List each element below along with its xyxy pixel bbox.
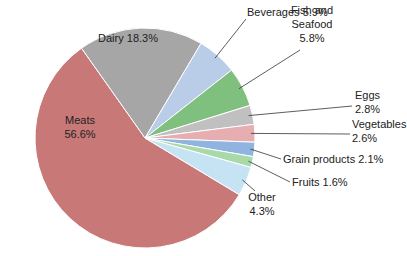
data-label: Vegetables 2.6%	[352, 118, 407, 144]
data-label: Fruits 1.6%	[292, 176, 348, 188]
label-part: Eggs	[355, 89, 381, 101]
label-line: Seafood	[292, 18, 333, 30]
chart-root: Meats56.6%Dairy 18.3%Beverages 5.9%Fish …	[0, 0, 407, 256]
data-label: Fish and Seafood 5.8%	[291, 4, 333, 44]
slices	[35, 28, 255, 248]
label-part: Fruits	[292, 176, 320, 188]
label-part: 1.6%	[323, 176, 348, 188]
label-part: Meats	[65, 114, 95, 126]
label-part: 4.3%	[249, 205, 274, 217]
data-label: Meats 56.6%	[64, 114, 95, 140]
label-part: 2.8%	[355, 103, 380, 115]
leader-line	[215, 19, 246, 58]
label-part: Vegetables	[352, 118, 407, 130]
label-part: 56.6%	[64, 128, 95, 140]
label-part: 2.1%	[358, 153, 383, 165]
leader-lines	[215, 19, 352, 191]
data-labels: Meats56.6%Dairy 18.3%Beverages 5.9%Fish …	[64, 4, 407, 217]
data-label: Other 4.3%	[248, 191, 276, 217]
label-part: Other	[248, 191, 276, 203]
data-label: Grain products 2.1%	[283, 153, 384, 165]
label-name: Fish and Seafood	[291, 4, 333, 30]
pie-slice	[145, 138, 251, 195]
leader-line	[239, 50, 300, 89]
label-part: Grain products	[283, 153, 356, 165]
label-part: 18.3%	[127, 32, 158, 44]
leader-line	[249, 106, 352, 116]
label-line: Fish and	[291, 4, 333, 16]
leader-line	[242, 180, 255, 191]
label-part: Dairy	[98, 32, 124, 44]
label-part: 5.8%	[299, 32, 324, 44]
data-label: Dairy 18.3%	[98, 32, 158, 44]
data-label: Eggs 2.8%	[355, 89, 381, 115]
label-part: 2.6%	[352, 132, 377, 144]
leader-line	[251, 133, 350, 135]
leader-line	[250, 149, 281, 159]
